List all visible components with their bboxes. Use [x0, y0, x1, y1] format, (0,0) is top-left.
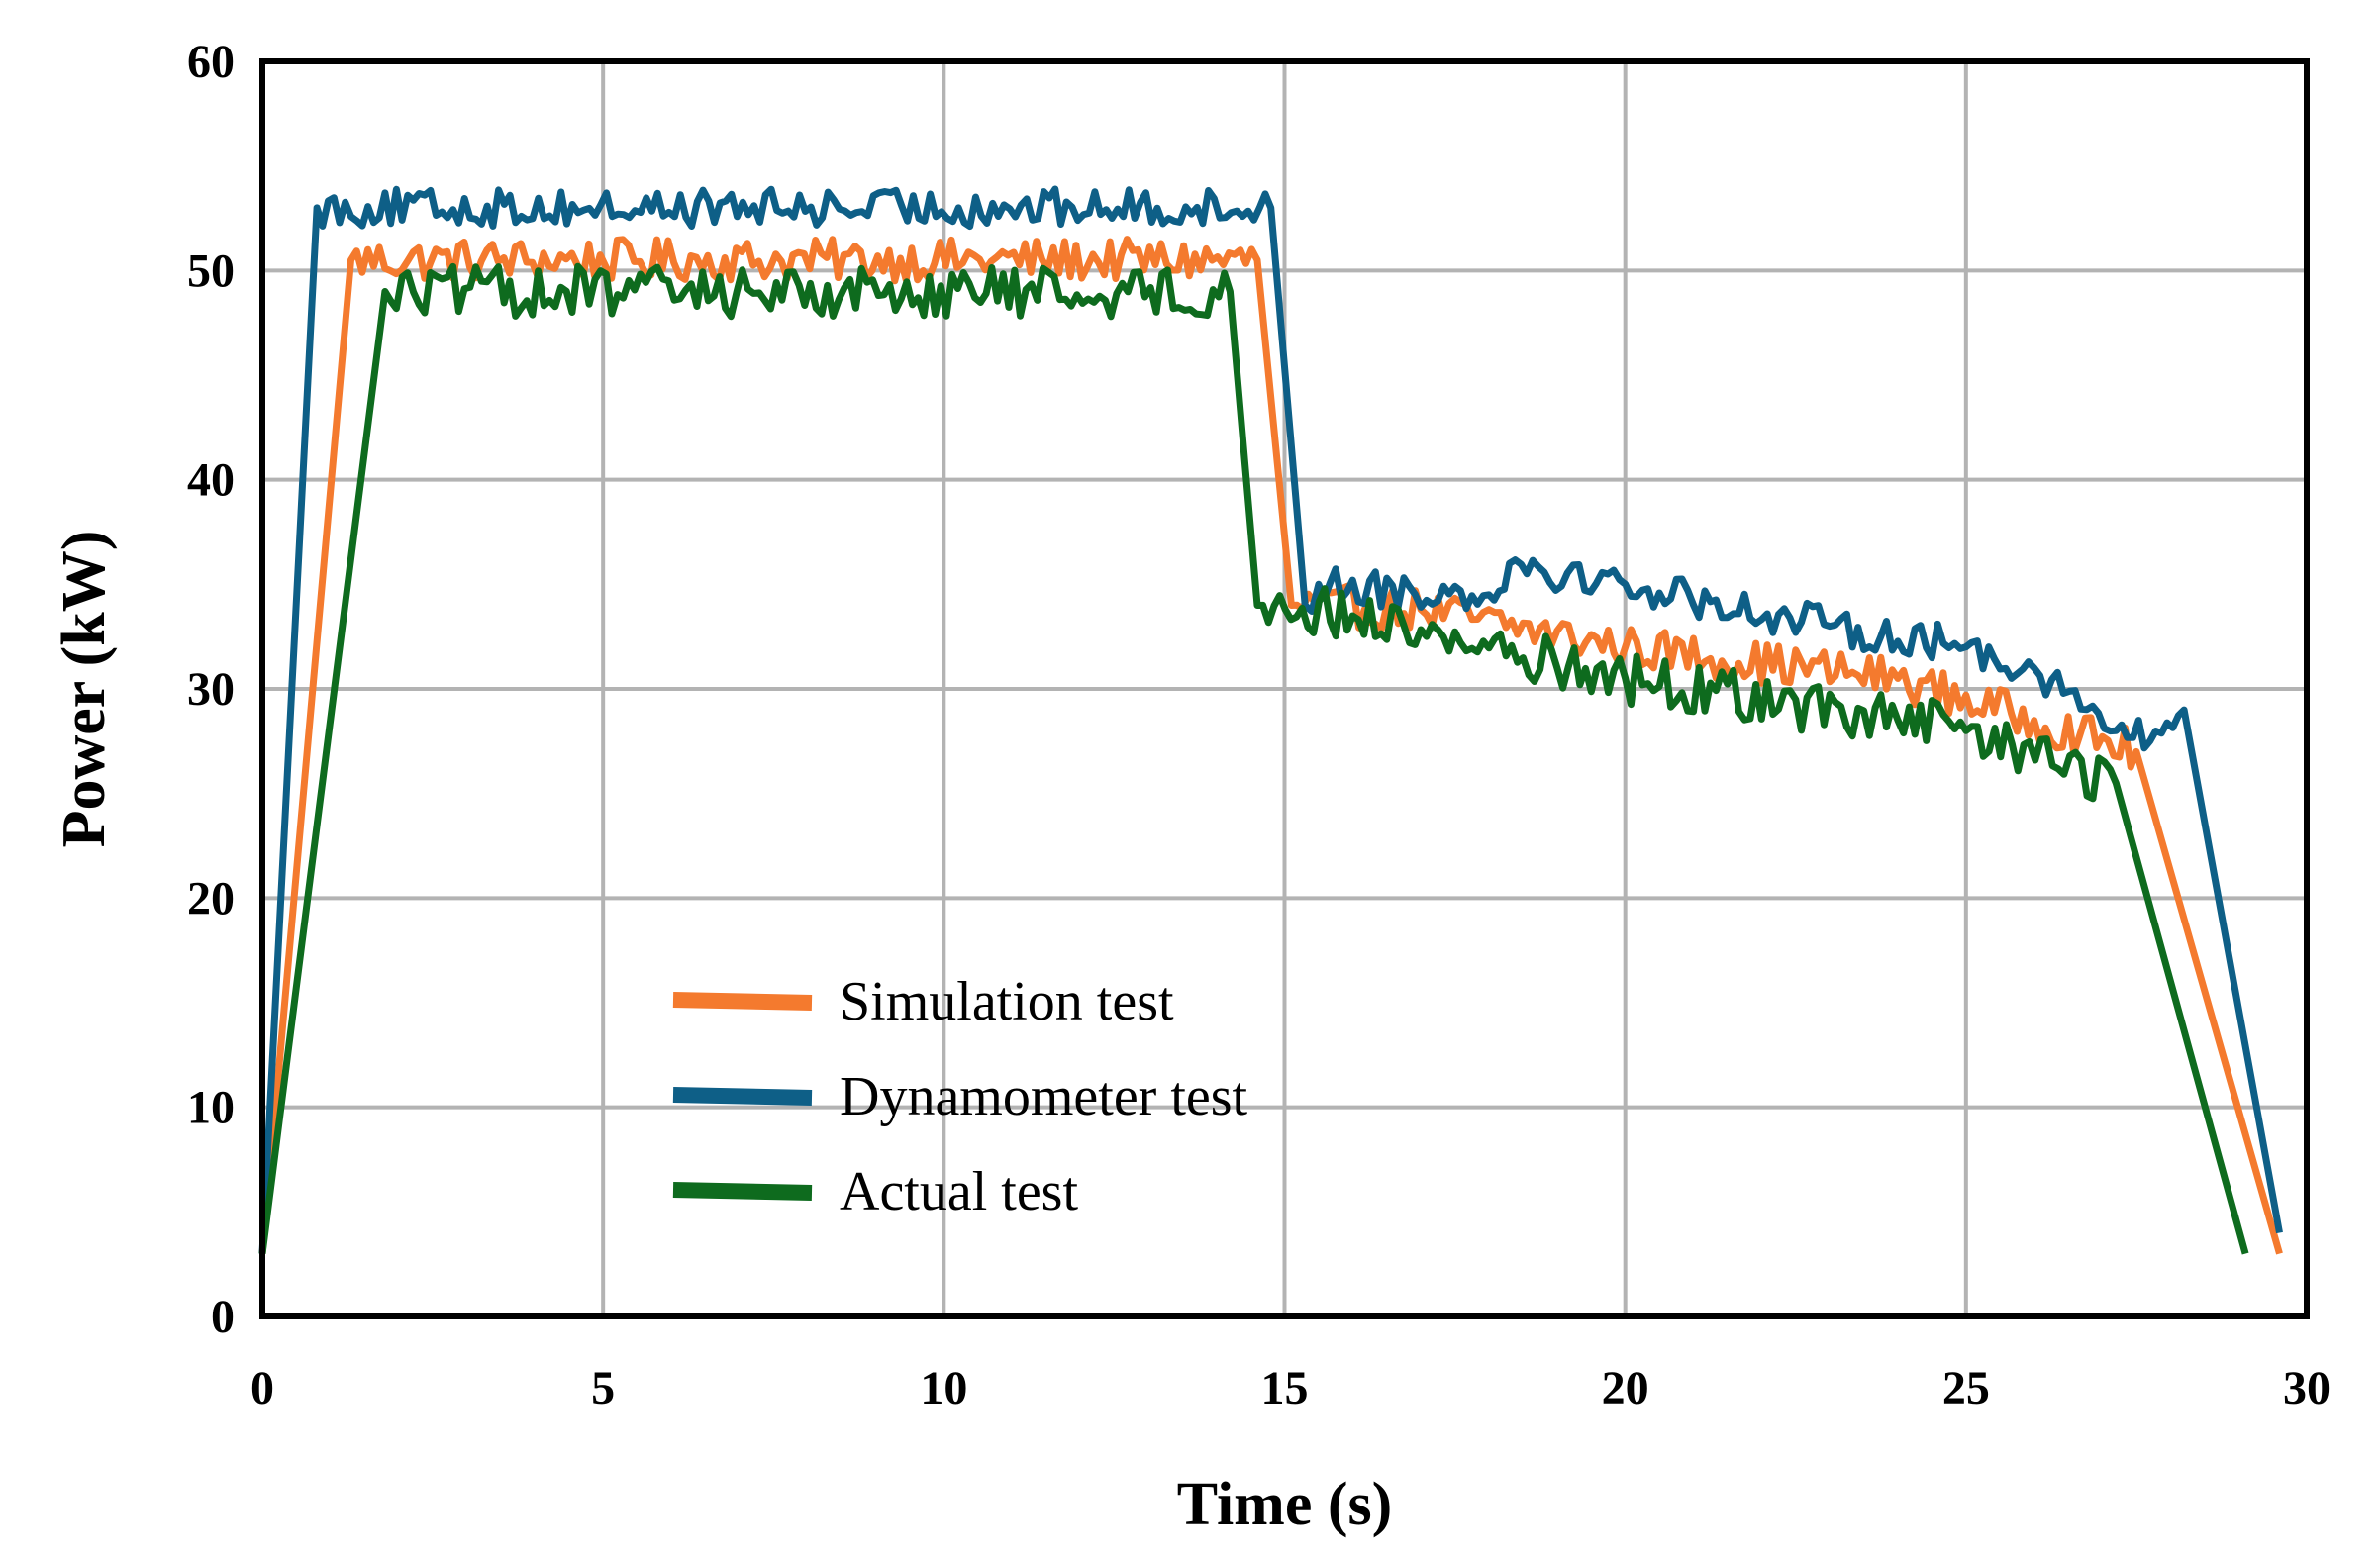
series-line-dynamometer-test — [258, 185, 2283, 1254]
series-line-simulation-test — [258, 236, 2283, 1255]
x-tick-label: 25 — [1942, 1362, 1990, 1414]
legend-swatch — [672, 992, 813, 1011]
series-line-actual-test — [258, 262, 2249, 1255]
y-tick-label: 20 — [187, 872, 235, 924]
y-axis-title: Power (kW) — [50, 531, 118, 848]
y-tick-label: 50 — [187, 244, 235, 297]
legend-label: Simulation test — [840, 971, 1174, 1032]
y-tick-label: 0 — [211, 1291, 235, 1343]
x-tick-label: 20 — [1602, 1362, 1649, 1414]
plot-frame — [259, 58, 2310, 1319]
x-tick-label: 0 — [250, 1362, 274, 1414]
legend-swatch — [672, 1087, 813, 1106]
x-tick-label: 30 — [2283, 1362, 2330, 1414]
y-tick-label: 10 — [187, 1082, 235, 1134]
legend-label: Dynamometer test — [840, 1066, 1248, 1127]
y-tick-label: 40 — [187, 454, 235, 507]
y-tick-label: 60 — [187, 36, 235, 88]
legend: Simulation test Dynamometer test Actual te… — [672, 971, 1248, 1222]
y-tick-label: 30 — [187, 663, 235, 716]
x-tick-label: 10 — [920, 1362, 967, 1414]
x-tick-label: 15 — [1261, 1362, 1309, 1414]
x-tick-label: 5 — [591, 1362, 615, 1414]
legend-label: Actual test — [840, 1161, 1078, 1222]
legend-swatch — [672, 1182, 813, 1201]
x-axis-title: Time (s) — [1177, 1471, 1393, 1538]
